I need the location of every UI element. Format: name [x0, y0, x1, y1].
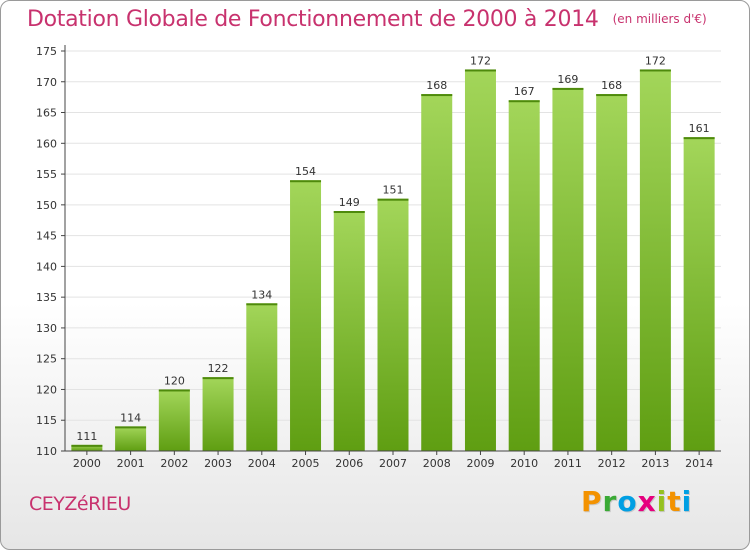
bar-top-edge: [464, 69, 496, 72]
y-tick-label: 160: [36, 137, 57, 150]
y-tick-labels: 110 115 120 125 130 135 140 145 150 155 160 165 170 1…: [36, 45, 57, 458]
x-tick-label: 2006: [335, 457, 363, 470]
x-tick-label: 2011: [554, 457, 582, 470]
logo-letter: i: [681, 485, 693, 518]
bar: [552, 87, 584, 451]
y-tick-label: 125: [36, 353, 57, 366]
bar-top-edge: [333, 211, 365, 213]
bar-top-edge: [246, 303, 278, 306]
bar: [377, 198, 409, 451]
y-tick-label: 155: [36, 168, 57, 181]
y-tick-label: 130: [36, 322, 57, 335]
bar-top-edge: [552, 87, 584, 90]
bar: [421, 94, 453, 452]
data-label: 172: [470, 54, 491, 67]
logo-letter: t: [667, 485, 682, 518]
logo-letter: P: [581, 485, 603, 518]
bar-top-edge: [377, 198, 409, 201]
logo-letter: r: [602, 485, 618, 518]
bar: [596, 94, 628, 452]
bar: [290, 180, 322, 451]
x-tick-label: 2008: [423, 457, 451, 470]
chart-unit: (en milliers d'€): [612, 12, 707, 26]
y-tick-label: 145: [36, 230, 57, 243]
bar: [683, 137, 715, 451]
bar-top-edge: [508, 100, 540, 103]
bar: [158, 389, 190, 451]
x-tick-label: 2005: [292, 457, 320, 470]
data-labels: 111 114 120 122 134 154 149 151 168 172 167 169 168 1…: [76, 54, 709, 442]
y-tick-label: 150: [36, 199, 57, 212]
x-tick-label: 2000: [73, 457, 101, 470]
commune-name: CEYZéRIEU: [29, 493, 131, 515]
y-tick-label: 120: [36, 383, 57, 396]
chart-title-text: Dotation Globale de Fonctionnement de 20…: [27, 7, 599, 32]
data-label: 134: [251, 288, 272, 301]
data-label: 149: [339, 196, 360, 209]
data-label: 168: [601, 79, 622, 92]
chart-title: Dotation Globale de Fonctionnement de 20…: [27, 7, 707, 32]
bar-top-edge: [158, 389, 190, 392]
data-label: 167: [514, 85, 535, 98]
data-label: 154: [295, 165, 316, 178]
bar: [639, 69, 671, 451]
data-label: 161: [689, 122, 710, 135]
bar: [508, 100, 540, 451]
bar: [115, 426, 147, 451]
x-tick-label: 2001: [117, 457, 145, 470]
data-label: 122: [208, 362, 229, 375]
bar-top-edge: [639, 69, 671, 72]
x-tick-label: 2009: [466, 457, 494, 470]
bar: [246, 303, 278, 451]
x-tick-label: 2013: [641, 457, 669, 470]
x-tick-label: 2010: [510, 457, 538, 470]
bar-top-edge: [115, 426, 147, 429]
bar-top-edge: [683, 137, 715, 140]
y-tick-label: 175: [36, 45, 57, 58]
x-tick-label: 2004: [248, 457, 276, 470]
bar: [464, 69, 496, 451]
bar-top-edge: [71, 444, 103, 447]
proxiti-logo: Proxiti: [581, 485, 692, 518]
x-tick-label: 2002: [160, 457, 188, 470]
bar: [202, 377, 234, 451]
logo-letter: o: [617, 485, 638, 518]
x-tick-label: 2012: [598, 457, 626, 470]
x-tick-label: 2007: [379, 457, 407, 470]
data-label: 172: [645, 54, 666, 67]
bar-top-edge: [421, 94, 453, 97]
data-label: 151: [383, 184, 404, 197]
y-tick-label: 135: [36, 291, 57, 304]
data-label: 114: [120, 411, 141, 424]
data-label: 169: [557, 73, 578, 86]
data-label: 120: [164, 374, 185, 387]
axes: [61, 45, 721, 455]
bar-top-edge: [202, 377, 234, 380]
data-label: 111: [76, 430, 97, 443]
bar: [71, 444, 103, 451]
x-tick-label: 2014: [685, 457, 713, 470]
bar-top-edge: [290, 180, 322, 183]
y-tick-label: 170: [36, 76, 57, 89]
bar-top-edge: [596, 94, 628, 97]
y-tick-label: 115: [36, 414, 57, 427]
bar: [333, 211, 365, 451]
x-tick-labels: 2000 2001 2002 2003 2004 2005 2006 2007 2008 2009…: [73, 457, 713, 470]
bars: [71, 69, 715, 452]
y-tick-label: 165: [36, 107, 57, 120]
x-tick-label: 2003: [204, 457, 232, 470]
data-label: 168: [426, 79, 447, 92]
y-tick-label: 110: [36, 445, 57, 458]
logo-letter: i: [656, 485, 668, 518]
y-tick-label: 140: [36, 260, 57, 273]
logo-letter: x: [637, 485, 657, 518]
